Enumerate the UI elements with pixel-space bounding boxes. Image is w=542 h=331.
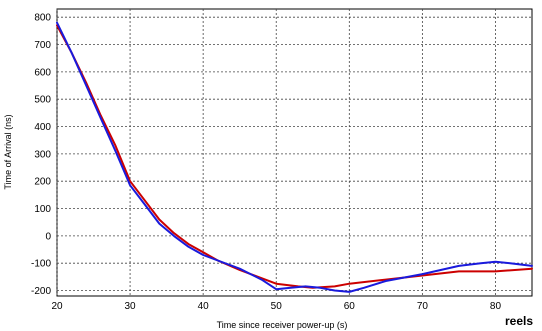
y-axis-label: Time of Arrival (ns) xyxy=(3,114,13,189)
x-tick-label: 40 xyxy=(198,301,210,312)
x-tick-label: 30 xyxy=(125,301,137,312)
x-axis-label: Time since receiver power-up (s) xyxy=(217,320,348,330)
y-tick-label: 100 xyxy=(34,204,51,215)
y-tick-label: -100 xyxy=(31,259,51,270)
x-tick-label: 60 xyxy=(344,301,356,312)
y-tick-label: 600 xyxy=(34,67,51,78)
y-tick-label: 200 xyxy=(34,177,51,188)
series-line-2 xyxy=(56,21,533,293)
grid xyxy=(56,9,532,296)
y-tick-label: 800 xyxy=(34,13,51,24)
x-tick-label: 20 xyxy=(51,301,63,312)
corner-text: reels xyxy=(505,314,534,328)
x-axis-ticks: 20 30 40 50 60 70 80 xyxy=(51,301,501,312)
y-tick-label: 400 xyxy=(34,122,51,133)
y-axis-ticks: -200 -100 0 100 200 300 400 500 600 700 800 xyxy=(31,13,51,297)
series-layer xyxy=(56,21,533,293)
y-tick-label: -200 xyxy=(31,286,51,297)
x-tick-label: 80 xyxy=(490,301,502,312)
y-tick-label: 500 xyxy=(34,95,51,106)
y-tick-label: 300 xyxy=(34,149,51,160)
x-tick-label: 70 xyxy=(417,301,429,312)
plot-area xyxy=(56,8,533,297)
x-tick-label: 50 xyxy=(271,301,283,312)
y-tick-label: 700 xyxy=(34,40,51,51)
y-tick-label: 0 xyxy=(45,231,51,242)
